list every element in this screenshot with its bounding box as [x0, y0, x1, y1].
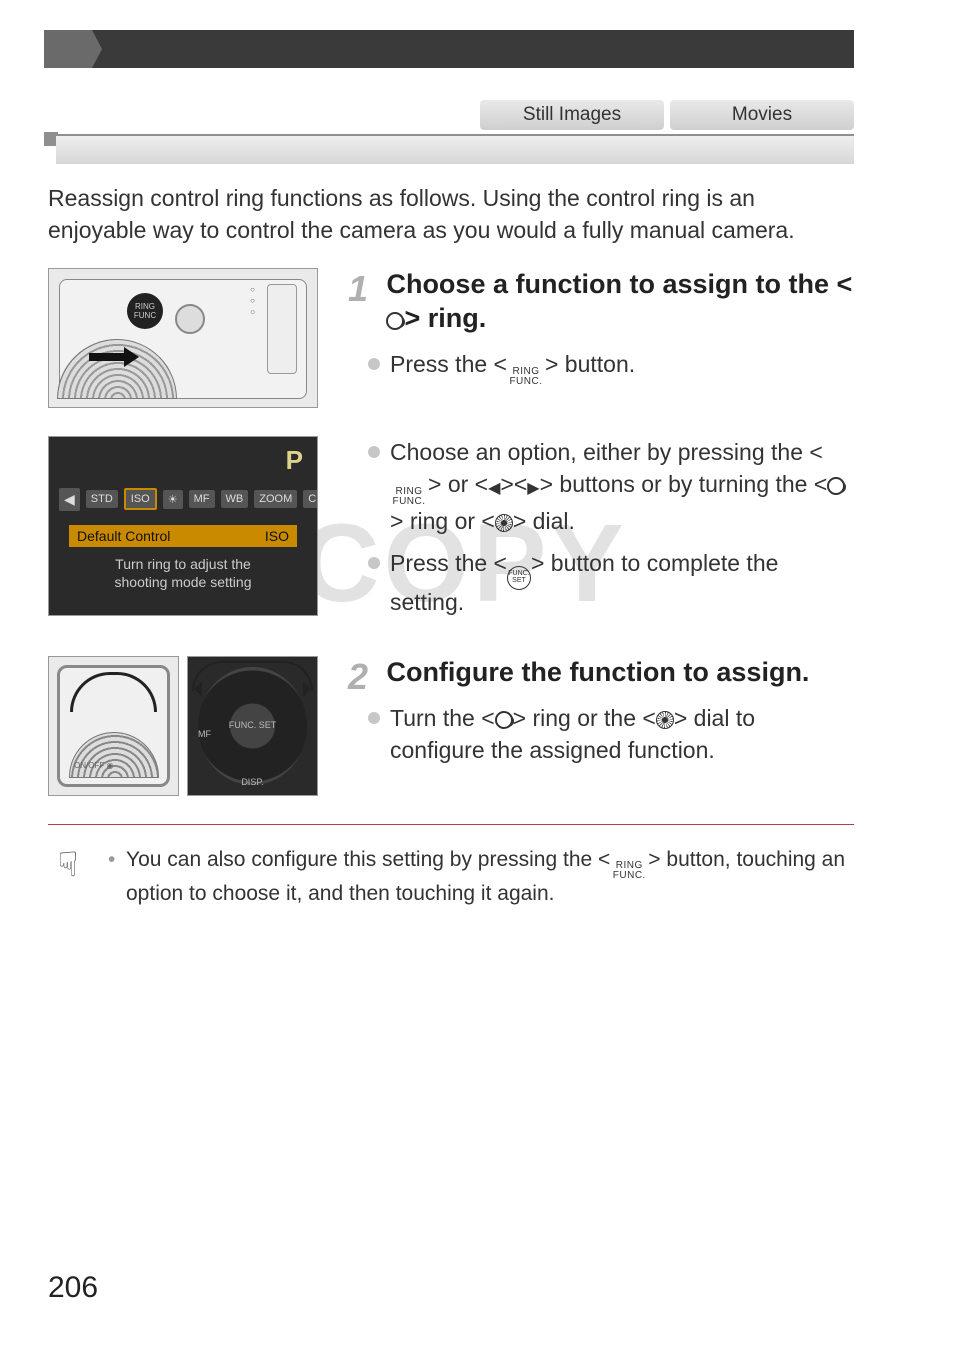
screen-icon-row: ◀ STD ISO ☀ MF WB ZOOM C ▶	[59, 485, 307, 513]
step1-text-b: Choose an option, either by pressing the…	[348, 436, 854, 628]
dial-icon	[656, 711, 674, 729]
ring-func-icon: RINGFUNC.	[610, 861, 648, 881]
screen-icon-std: STD	[86, 490, 118, 508]
screen-icon-ec: ☀	[163, 490, 183, 509]
illustration-controls: ON/OFF ◉ FUNC. SET DISP. MF	[48, 656, 318, 796]
s1b1a: Press the <	[390, 351, 507, 377]
screen-icon-zoom: ZOOM	[254, 490, 297, 508]
step2-title: Configure the function to assign.	[386, 656, 852, 690]
s1b2b: > or <	[428, 471, 488, 497]
right-arrow-icon	[527, 469, 539, 501]
section-heading-bar	[56, 134, 854, 164]
camera-dots: ○ ○ ○	[248, 285, 257, 316]
dial-icon	[495, 514, 513, 532]
wheel-func-label: FUNC. SET	[229, 721, 277, 730]
s1b2e: > ring or <	[390, 508, 495, 534]
screen-icon-iso: ISO	[124, 488, 157, 510]
wheel-mf-label: MF	[198, 729, 211, 739]
step1-bullet3: Press the <FUNC.SET> button to complete …	[348, 547, 854, 617]
step1-title: Choose a function to assign to the < > ri…	[386, 268, 852, 336]
illustration-screen: P ◀ STD ISO ☀ MF WB ZOOM C ▶ Default Con…	[48, 436, 318, 628]
step2-row: ON/OFF ◉ FUNC. SET DISP. MF	[48, 656, 854, 796]
step2-bullet1: Turn the <> ring or the <> dial to confi…	[348, 702, 854, 766]
mode-badges: Still Images Movies	[44, 100, 854, 130]
illustration-camera-top: RING FUNC ○ ○ ○	[48, 268, 318, 408]
step1-bullet1: Press the <RINGFUNC.> button.	[348, 348, 854, 385]
step1-bullet2: Choose an option, either by pressing the…	[348, 436, 854, 537]
s2b1b: > ring or the <	[513, 705, 656, 731]
s1b3a: Press the <	[390, 550, 507, 576]
s1b2c: ><	[500, 471, 527, 497]
ring-icon	[386, 312, 404, 330]
step1-row-a: RING FUNC ○ ○ ○ 1 Choose a function to a…	[48, 268, 854, 408]
control-ring-illus: ON/OFF ◉	[48, 656, 179, 796]
header-bar	[44, 30, 854, 68]
screen-hint-text: Turn ring to adjust the shooting mode se…	[69, 555, 297, 591]
screen-icon-wb: WB	[221, 490, 249, 508]
control-ring-body: ON/OFF ◉	[57, 665, 170, 787]
step1-row-b: P ◀ STD ISO ☀ MF WB ZOOM C ▶ Default Con…	[48, 436, 854, 628]
ring-icon	[827, 477, 845, 495]
header-tab	[44, 30, 92, 68]
tip-row: You can also configure this setting by p…	[48, 824, 854, 908]
camera-screen: P ◀ STD ISO ☀ MF WB ZOOM C ▶ Default Con…	[48, 436, 318, 616]
camera-top-view: RING FUNC ○ ○ ○	[48, 268, 318, 408]
intro-text: Reassign control ring functions as follo…	[48, 182, 854, 246]
touch-tip-icon	[48, 845, 88, 885]
ring-icon	[495, 711, 513, 729]
s1b1b: > button.	[545, 351, 635, 377]
control-wheel: FUNC. SET	[198, 667, 307, 785]
camera-knob	[175, 304, 205, 334]
content-area: RING FUNC ○ ○ ○ 1 Choose a function to a…	[48, 268, 854, 908]
screen-default-bar: Default Control ISO	[69, 525, 297, 547]
s2b1a: Turn the <	[390, 705, 495, 731]
step2-text: 2 Configure the function to assign. Turn…	[348, 656, 854, 796]
control-wheel-illus: FUNC. SET DISP. MF	[187, 656, 318, 796]
badge-still-images: Still Images	[480, 100, 664, 130]
ring-func-button-icon: RING FUNC	[127, 293, 163, 329]
screen-mode-p: P	[286, 445, 303, 476]
screen-icon-ci: C	[303, 490, 318, 508]
ring-func-icon: RINGFUNC.	[390, 487, 428, 507]
screen-default-value: ISO	[265, 528, 289, 544]
step1-text-a: 1 Choose a function to assign to the < > …	[348, 268, 854, 408]
onoff-label: ON/OFF ◉	[74, 761, 113, 770]
step1-title-a: Choose a function to assign to the <	[386, 269, 852, 299]
screen-hint-1: Turn ring to adjust the	[69, 555, 297, 573]
s1b2f: > dial.	[513, 508, 575, 534]
left-arrow-icon	[488, 469, 500, 501]
step1-title-b: > ring.	[404, 303, 486, 333]
tip-a: You can also configure this setting by p…	[126, 848, 610, 871]
screen-default-label: Default Control	[77, 528, 170, 544]
step2-number: 2	[348, 656, 382, 698]
screen-hint-2: shooting mode setting	[69, 573, 297, 591]
s1b2d: > buttons or by turning the <	[540, 471, 828, 497]
func-set-icon: FUNC.SET	[507, 566, 531, 590]
screen-arrow-left-icon: ◀	[59, 488, 80, 511]
wheel-disp-label: DISP.	[188, 777, 317, 787]
screen-icon-mf: MF	[189, 490, 215, 508]
badge-movies: Movies	[670, 100, 854, 130]
camera-side-panel	[267, 284, 297, 374]
page-number: 206	[48, 1271, 98, 1305]
tip-text: You can also configure this setting by p…	[108, 845, 854, 908]
step1-number: 1	[348, 268, 382, 310]
s1b2a: Choose an option, either by pressing the…	[390, 439, 823, 465]
ring-func-icon: RINGFUNC.	[507, 367, 545, 387]
